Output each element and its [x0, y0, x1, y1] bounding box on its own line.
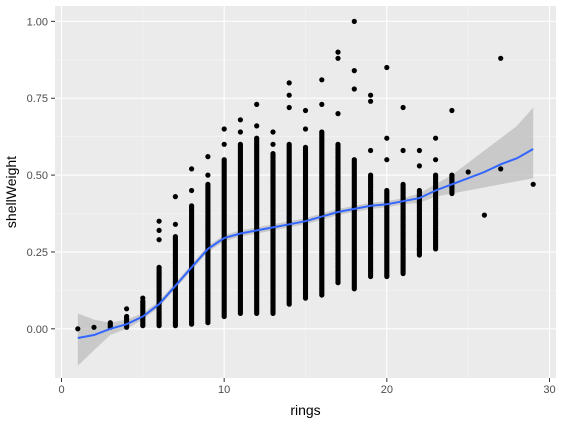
- data-point-outlier: [189, 187, 195, 194]
- data-point-outlier: [286, 104, 292, 111]
- data-point: [107, 320, 113, 326]
- y-axis-title: shellWeight: [3, 156, 19, 228]
- data-point-outlier: [384, 135, 390, 141]
- data-point-outlier: [416, 163, 422, 169]
- data-point: [368, 172, 374, 178]
- data-point: [465, 169, 471, 175]
- data-point-outlier: [302, 126, 309, 132]
- data-point: [530, 181, 536, 187]
- y-axis: 0.00 0.25 0.50 0.75 1.00: [27, 16, 55, 336]
- data-point-outlier: [270, 129, 276, 135]
- data-point: [172, 234, 178, 240]
- data-point-outlier: [156, 218, 162, 224]
- data-point-outlier: [270, 141, 276, 147]
- data-point-outlier: [140, 295, 146, 301]
- data-point-outlier: [368, 98, 374, 104]
- data-point: [416, 187, 422, 194]
- data-point-outlier: [205, 172, 211, 178]
- data-point-outlier: [172, 221, 178, 227]
- data-point: [351, 157, 357, 163]
- x-tick-label: 0: [58, 384, 64, 396]
- data-point: [254, 135, 260, 141]
- data-point-outlier: [335, 111, 341, 117]
- data-point-outlier: [400, 246, 406, 252]
- data-point-outlier: [384, 64, 390, 71]
- data-point: [205, 181, 211, 187]
- y-tick-label: 1.00: [27, 16, 48, 28]
- data-point: [270, 151, 276, 157]
- x-tick-label: 20: [381, 384, 393, 396]
- data-point-outlier: [172, 194, 178, 200]
- y-tick-label: 0.25: [27, 247, 48, 259]
- points-layer: [75, 18, 536, 332]
- smooth-line: [77, 148, 534, 339]
- data-point-outlier: [156, 237, 162, 243]
- data-point-outlier: [351, 18, 357, 24]
- data-point-outlier: [498, 55, 504, 61]
- data-point-outlier: [433, 157, 439, 163]
- y-tick-label: 0.75: [27, 93, 48, 105]
- data-point-outlier: [237, 129, 243, 135]
- data-point-outlier: [335, 55, 341, 61]
- data-point: [433, 172, 439, 178]
- y-tick-label: 0.00: [27, 324, 48, 336]
- x-axis-title: rings: [290, 402, 320, 418]
- data-point: [221, 157, 227, 163]
- data-point: [156, 264, 162, 270]
- data-point: [481, 212, 487, 218]
- data-point-outlier: [351, 68, 357, 74]
- data-point: [302, 144, 309, 150]
- x-tick-label: 30: [543, 384, 555, 396]
- data-point-outlier: [205, 154, 211, 160]
- data-point-outlier: [302, 107, 309, 114]
- data-point-outlier: [254, 123, 260, 129]
- data-point: [335, 141, 341, 147]
- x-tick-label: 10: [218, 384, 230, 396]
- data-point-outlier: [433, 135, 439, 141]
- data-point: [189, 203, 195, 209]
- data-point: [75, 326, 81, 332]
- data-point-outlier: [319, 101, 325, 107]
- data-point: [124, 313, 130, 320]
- data-point: [91, 324, 97, 330]
- data-point-outlier: [416, 147, 422, 154]
- data-point-outlier: [221, 141, 227, 147]
- data-point-outlier: [189, 166, 195, 172]
- x-axis: 0 10 20 30: [58, 378, 556, 396]
- data-point-outlier: [124, 306, 130, 312]
- data-point-outlier: [237, 117, 243, 123]
- data-point: [384, 187, 390, 194]
- data-point-outlier: [400, 104, 406, 111]
- data-point-outlier: [449, 107, 455, 114]
- data-point-outlier: [351, 86, 357, 92]
- data-point: [400, 181, 406, 187]
- data-point-outlier: [368, 147, 374, 154]
- data-point-outlier: [156, 227, 162, 233]
- data-point-outlier: [400, 147, 406, 154]
- y-tick-label: 0.50: [27, 170, 48, 182]
- data-point-outlier: [368, 92, 374, 98]
- data-point-outlier: [335, 49, 341, 55]
- data-point: [449, 172, 455, 178]
- data-point-outlier: [286, 92, 292, 98]
- data-point-outlier: [286, 80, 292, 86]
- data-point-outlier: [384, 157, 390, 163]
- data-point-outlier: [416, 246, 422, 252]
- data-point: [286, 141, 292, 147]
- data-point: [237, 141, 243, 147]
- data-point-outlier: [319, 77, 325, 83]
- data-point: [498, 166, 504, 172]
- data-point: [319, 129, 325, 135]
- data-point-outlier: [221, 126, 227, 132]
- data-point-outlier: [254, 101, 260, 107]
